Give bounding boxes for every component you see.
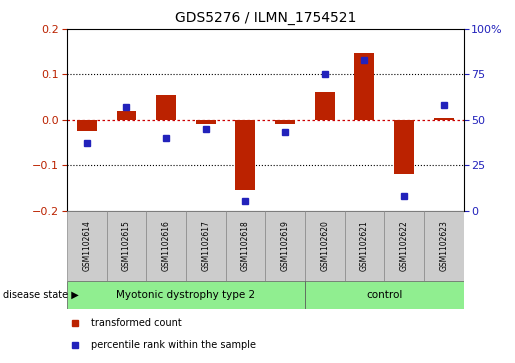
Bar [196,120,216,124]
Text: GSM1102616: GSM1102616 [162,220,170,272]
Bar [345,211,384,281]
Text: GSM1102621: GSM1102621 [360,221,369,271]
Bar [235,120,255,190]
Text: percentile rank within the sample: percentile rank within the sample [91,340,256,350]
Text: GSM1102623: GSM1102623 [439,220,448,272]
Text: GSM1102615: GSM1102615 [122,220,131,272]
Bar [354,53,374,120]
Bar [67,211,107,281]
Bar [305,281,464,309]
Title: GDS5276 / ILMN_1754521: GDS5276 / ILMN_1754521 [175,11,356,25]
Bar [394,120,414,174]
Bar [424,211,464,281]
Text: transformed count: transformed count [91,318,181,328]
Bar [67,281,305,309]
Bar [77,120,97,131]
Text: GSM1102614: GSM1102614 [82,220,91,272]
Text: GSM1102619: GSM1102619 [281,220,289,272]
Bar [275,120,295,124]
Bar [107,211,146,281]
Bar [384,211,424,281]
Bar [156,95,176,120]
Bar [315,91,335,120]
Bar [116,111,136,120]
Bar [146,211,186,281]
Bar [186,211,226,281]
Text: disease state ▶: disease state ▶ [3,290,78,300]
Bar [305,211,345,281]
Bar [265,211,305,281]
Bar [226,211,265,281]
Bar [434,118,454,120]
Text: control: control [366,290,402,300]
Text: Myotonic dystrophy type 2: Myotonic dystrophy type 2 [116,290,255,300]
Text: GSM1102622: GSM1102622 [400,221,408,271]
Text: GSM1102617: GSM1102617 [201,220,210,272]
Text: GSM1102618: GSM1102618 [241,221,250,271]
Text: GSM1102620: GSM1102620 [320,220,329,272]
